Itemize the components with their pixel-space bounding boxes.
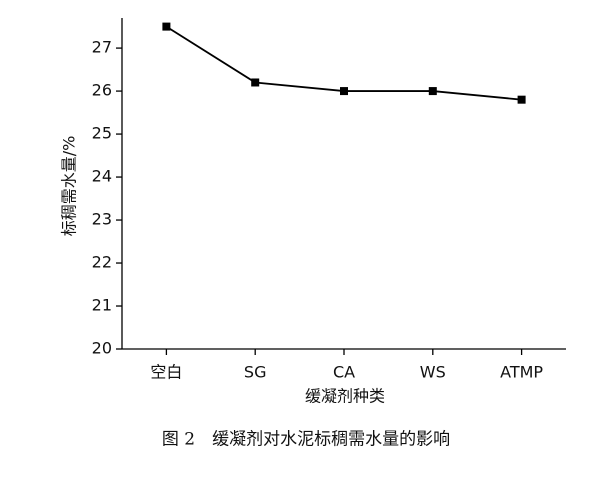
y-tick-label: 20 (92, 339, 112, 358)
y-tick-label: 26 (92, 81, 112, 100)
x-axis-label: 缓凝剂种类 (305, 387, 385, 406)
x-tick-label: CA (333, 363, 355, 382)
marker (428, 87, 437, 96)
y-tick-label: 25 (92, 124, 112, 143)
marker (251, 78, 260, 87)
marker (340, 87, 348, 96)
caption: 图 2 缓凝剂对水泥标稠需水量的影响 (162, 430, 450, 450)
x-tick-label: SG (244, 363, 267, 382)
y-axis-label: 标稠需水量/% (60, 136, 79, 237)
marker (162, 22, 171, 31)
marker (517, 95, 526, 104)
y-tick-label: 23 (92, 210, 112, 229)
x-tick-label: WS (420, 363, 446, 382)
y-tick-label: 24 (92, 167, 112, 186)
x-tick-label: ATMP (500, 363, 543, 382)
x-tick-label: 空白 (150, 363, 182, 382)
y-tick-label: 21 (92, 296, 112, 315)
y-tick-label: 22 (92, 253, 112, 272)
y-tick-label: 27 (92, 38, 112, 57)
